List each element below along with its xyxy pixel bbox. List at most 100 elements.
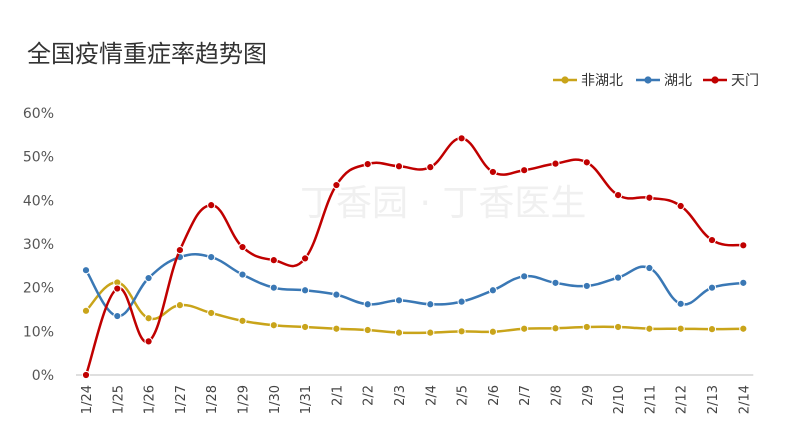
- data-point: [207, 253, 216, 262]
- data-point: [707, 235, 717, 245]
- data-point: [488, 327, 497, 336]
- series-3: [81, 134, 748, 380]
- data-point: [175, 301, 184, 310]
- data-point: [332, 324, 341, 333]
- x-tick-label: 2/14: [737, 385, 752, 414]
- x-tick-label: 1/25: [111, 385, 126, 414]
- x-tick-label: 2/6: [487, 385, 502, 406]
- series-line: [85, 281, 744, 335]
- x-tick-label: 2/2: [362, 385, 377, 406]
- data-point: [207, 201, 216, 210]
- data-point: [426, 300, 435, 309]
- data-point: [238, 316, 247, 325]
- data-point: [707, 325, 717, 334]
- data-point: [113, 311, 122, 321]
- x-tick-label: 2/7: [518, 385, 533, 406]
- data-point: [676, 324, 685, 333]
- x-tick-label: 2/9: [581, 385, 596, 406]
- x-tick-label: 1/30: [268, 385, 283, 414]
- legend-item: 天门: [703, 73, 759, 89]
- data-point: [301, 254, 310, 263]
- data-point: [457, 297, 466, 306]
- x-tick-label: 2/8: [550, 385, 565, 406]
- data-point: [457, 327, 466, 336]
- data-point: [582, 158, 591, 167]
- data-point: [551, 324, 560, 333]
- data-point: [488, 286, 497, 295]
- legend-swatch-marker: [561, 76, 569, 84]
- legend-label: 湖北: [664, 73, 692, 89]
- data-point: [551, 159, 560, 168]
- data-point: [144, 273, 153, 283]
- x-tick-label: 2/1: [330, 385, 345, 406]
- y-tick-label: 10%: [23, 324, 54, 340]
- data-point: [81, 306, 91, 315]
- data-point: [582, 322, 591, 332]
- data-point: [81, 266, 91, 275]
- data-point: [332, 290, 341, 299]
- data-point: [457, 134, 466, 143]
- data-point: [676, 201, 685, 211]
- data-point: [614, 322, 623, 332]
- y-tick-label: 0%: [32, 368, 54, 384]
- chart-title: 全国疫情重症率趋势图: [27, 40, 267, 68]
- chart-axes: 0% 10% 20% 30% 40% 50% 60% 1/24 1/25 1/26 1/27 1/28…: [23, 106, 754, 414]
- data-point: [739, 324, 748, 333]
- x-tick-label: 1/29: [237, 385, 252, 414]
- series-1: [81, 278, 748, 337]
- y-tick-label: 30%: [23, 237, 54, 253]
- data-point: [301, 286, 310, 295]
- legend-label: 非湖北: [581, 73, 623, 89]
- data-point: [269, 321, 278, 330]
- data-point: [488, 167, 497, 177]
- x-tick-label: 2/3: [393, 385, 408, 406]
- x-tick-label: 1/26: [143, 385, 158, 414]
- data-point: [645, 193, 654, 202]
- data-point: [238, 270, 247, 279]
- data-point: [645, 324, 654, 333]
- x-tick-label: 1/27: [174, 385, 189, 414]
- legend-item: 湖北: [636, 73, 692, 89]
- data-point: [144, 337, 153, 346]
- data-point: [332, 180, 341, 190]
- data-point: [238, 242, 247, 252]
- data-point: [520, 324, 529, 333]
- data-point: [363, 325, 372, 335]
- data-point: [645, 263, 654, 273]
- data-point: [426, 328, 435, 337]
- series-2: [81, 252, 748, 321]
- data-point: [175, 246, 184, 255]
- x-tick-label: 2/13: [706, 385, 721, 414]
- data-point: [520, 272, 529, 281]
- data-point: [739, 241, 748, 250]
- series-line: [84, 252, 744, 318]
- watermark-text: 丁香园 · 丁香医生: [300, 183, 586, 224]
- data-point: [551, 278, 560, 287]
- legend-swatch-marker: [644, 76, 652, 84]
- data-point: [520, 166, 529, 175]
- legend-swatch-marker: [711, 76, 719, 84]
- data-point: [582, 281, 591, 291]
- data-point: [394, 162, 404, 171]
- chart-legend: 非湖北 湖北 天门: [553, 73, 759, 89]
- data-point: [301, 322, 310, 332]
- x-tick-label: 1/28: [205, 385, 220, 414]
- data-point: [113, 284, 122, 293]
- y-tick-label: 60%: [23, 106, 54, 122]
- watermark: 丁香园 · 丁香医生: [300, 183, 586, 224]
- legend-label: 天门: [731, 73, 759, 89]
- data-point: [207, 308, 216, 318]
- y-tick-label: 40%: [23, 193, 54, 209]
- data-point: [363, 159, 372, 169]
- data-point: [269, 283, 278, 292]
- x-tick-label: 2/10: [612, 385, 627, 414]
- x-tick-label: 2/12: [675, 385, 690, 414]
- data-point: [394, 328, 404, 337]
- data-point: [614, 190, 623, 200]
- data-point: [614, 273, 623, 282]
- legend-item: 非湖北: [553, 73, 623, 89]
- x-tick-label: 2/5: [456, 385, 471, 406]
- data-point: [426, 163, 435, 172]
- x-tick-label: 1/31: [299, 385, 314, 414]
